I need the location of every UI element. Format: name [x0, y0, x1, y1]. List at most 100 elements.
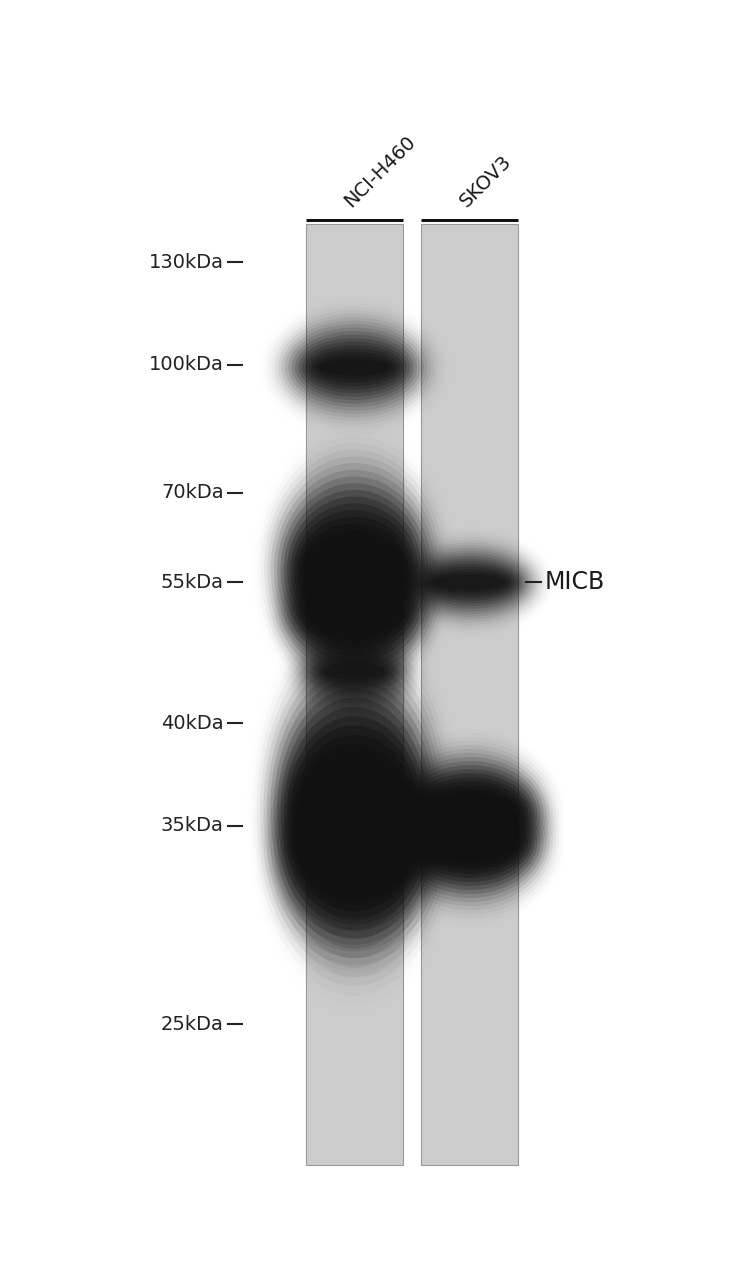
Ellipse shape — [287, 717, 421, 901]
Ellipse shape — [434, 575, 506, 590]
Ellipse shape — [406, 769, 534, 856]
Text: MICB: MICB — [545, 571, 605, 594]
Ellipse shape — [311, 649, 398, 695]
Ellipse shape — [426, 567, 514, 598]
Ellipse shape — [403, 765, 537, 860]
Ellipse shape — [304, 530, 405, 609]
Ellipse shape — [300, 799, 409, 891]
Ellipse shape — [404, 545, 536, 620]
Ellipse shape — [280, 483, 428, 655]
Ellipse shape — [298, 338, 410, 397]
Ellipse shape — [415, 556, 525, 609]
Ellipse shape — [293, 568, 416, 655]
Ellipse shape — [292, 332, 417, 403]
Ellipse shape — [313, 826, 395, 864]
Ellipse shape — [421, 790, 518, 836]
Ellipse shape — [415, 810, 525, 874]
Ellipse shape — [267, 457, 442, 684]
Ellipse shape — [274, 678, 435, 940]
Ellipse shape — [307, 538, 402, 603]
Ellipse shape — [421, 561, 520, 603]
Ellipse shape — [309, 646, 400, 698]
Ellipse shape — [406, 548, 534, 617]
Ellipse shape — [300, 524, 409, 616]
Ellipse shape — [429, 570, 511, 595]
Text: 25kDa: 25kDa — [161, 1015, 224, 1033]
Ellipse shape — [431, 801, 510, 824]
Ellipse shape — [310, 819, 398, 870]
Ellipse shape — [304, 763, 404, 855]
Ellipse shape — [305, 584, 404, 640]
Ellipse shape — [313, 550, 395, 589]
Ellipse shape — [309, 348, 400, 387]
Ellipse shape — [278, 751, 431, 938]
Ellipse shape — [295, 632, 413, 712]
Ellipse shape — [304, 805, 405, 884]
Ellipse shape — [308, 589, 401, 635]
Ellipse shape — [311, 593, 398, 631]
Ellipse shape — [287, 772, 421, 918]
Ellipse shape — [278, 548, 430, 676]
Ellipse shape — [316, 356, 393, 379]
Ellipse shape — [412, 553, 528, 612]
Ellipse shape — [396, 756, 544, 869]
Ellipse shape — [396, 786, 544, 899]
Ellipse shape — [287, 559, 421, 663]
Ellipse shape — [409, 803, 531, 882]
Text: 55kDa: 55kDa — [161, 573, 224, 591]
Ellipse shape — [290, 503, 419, 636]
Ellipse shape — [325, 664, 384, 680]
Ellipse shape — [283, 490, 425, 649]
Ellipse shape — [403, 795, 537, 890]
Ellipse shape — [306, 644, 403, 700]
Ellipse shape — [296, 572, 413, 652]
Ellipse shape — [305, 346, 404, 389]
Ellipse shape — [431, 831, 510, 854]
Ellipse shape — [287, 497, 421, 643]
Ellipse shape — [288, 328, 421, 407]
Ellipse shape — [290, 564, 419, 659]
Ellipse shape — [302, 342, 407, 393]
Ellipse shape — [322, 662, 387, 682]
Ellipse shape — [393, 753, 547, 873]
Ellipse shape — [274, 470, 435, 669]
Ellipse shape — [294, 735, 415, 883]
Ellipse shape — [297, 792, 412, 897]
Text: SKOV3: SKOV3 — [457, 152, 515, 211]
Ellipse shape — [418, 558, 522, 607]
Ellipse shape — [281, 320, 427, 415]
Ellipse shape — [294, 509, 415, 628]
Ellipse shape — [307, 813, 402, 878]
Text: 40kDa: 40kDa — [161, 714, 224, 732]
Ellipse shape — [285, 324, 424, 411]
Ellipse shape — [387, 745, 553, 881]
Ellipse shape — [301, 637, 408, 707]
Text: NCI-H460: NCI-H460 — [341, 132, 420, 211]
Text: 130kDa: 130kDa — [148, 253, 224, 271]
Text: 70kDa: 70kDa — [161, 484, 224, 502]
Ellipse shape — [424, 823, 515, 861]
Ellipse shape — [409, 550, 531, 614]
Text: 100kDa: 100kDa — [149, 356, 224, 374]
Ellipse shape — [387, 774, 553, 910]
Ellipse shape — [264, 724, 445, 965]
Ellipse shape — [301, 754, 407, 864]
Ellipse shape — [271, 463, 438, 676]
Ellipse shape — [290, 778, 419, 911]
Bar — [421, 224, 518, 1165]
Ellipse shape — [409, 773, 531, 852]
Ellipse shape — [263, 650, 445, 968]
Ellipse shape — [406, 799, 534, 886]
Ellipse shape — [415, 781, 525, 845]
Ellipse shape — [267, 659, 442, 959]
Ellipse shape — [294, 786, 415, 904]
Ellipse shape — [308, 773, 401, 845]
Ellipse shape — [275, 544, 433, 680]
Ellipse shape — [424, 794, 515, 832]
Ellipse shape — [281, 552, 427, 672]
Ellipse shape — [278, 317, 430, 417]
Ellipse shape — [314, 653, 395, 691]
Ellipse shape — [283, 765, 425, 924]
Ellipse shape — [302, 580, 407, 644]
Ellipse shape — [319, 358, 389, 375]
